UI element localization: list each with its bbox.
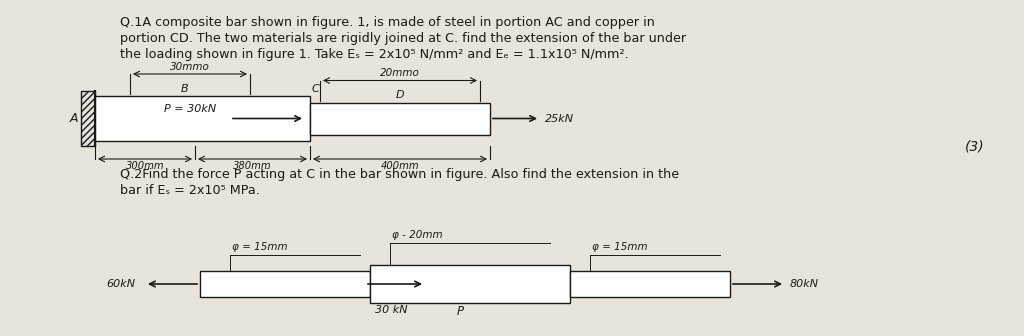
Text: D: D — [395, 90, 404, 100]
Text: 30mmo: 30mmo — [170, 62, 210, 72]
Text: P = 30kN: P = 30kN — [164, 103, 216, 114]
Bar — [81, 91, 95, 146]
Text: 400mm: 400mm — [381, 161, 419, 171]
Text: portion CD. The two materials are rigidly joined at C. find the extension of the: portion CD. The two materials are rigidl… — [120, 32, 686, 45]
Bar — [310, 102, 490, 134]
Text: A: A — [70, 112, 78, 125]
Bar — [95, 96, 310, 141]
Text: bar if Eₛ = 2x10⁵ MPa.: bar if Eₛ = 2x10⁵ MPa. — [120, 184, 260, 197]
Text: 60kN: 60kN — [105, 279, 135, 289]
Text: φ = 15mm: φ = 15mm — [232, 242, 288, 252]
Text: 300mm: 300mm — [126, 161, 164, 171]
Bar — [570, 271, 730, 297]
Text: φ - 20mm: φ - 20mm — [392, 230, 442, 240]
Text: φ = 15mm: φ = 15mm — [592, 242, 647, 252]
Text: 25kN: 25kN — [545, 114, 574, 124]
Text: 30 kN: 30 kN — [375, 305, 408, 315]
Text: Q.2Find the force P acting at C in the bar shown in figure. Also find the extens: Q.2Find the force P acting at C in the b… — [120, 168, 679, 181]
Text: 20mmo: 20mmo — [380, 69, 420, 79]
Text: P: P — [457, 305, 464, 318]
Bar — [200, 271, 370, 297]
Text: B: B — [181, 84, 188, 94]
Text: (3): (3) — [966, 140, 985, 154]
Text: 80kN: 80kN — [790, 279, 819, 289]
Text: the loading shown in figure 1. Take Eₛ = 2x10⁵ N/mm² and Eₑ = 1.1x10⁵ N/mm².: the loading shown in figure 1. Take Eₛ =… — [120, 48, 629, 61]
Text: Q.1A composite bar shown in figure. 1, is made of steel in portion AC and copper: Q.1A composite bar shown in figure. 1, i… — [120, 16, 655, 29]
Text: 380mm: 380mm — [233, 161, 271, 171]
Text: C: C — [312, 84, 319, 94]
Bar — [370, 265, 570, 303]
